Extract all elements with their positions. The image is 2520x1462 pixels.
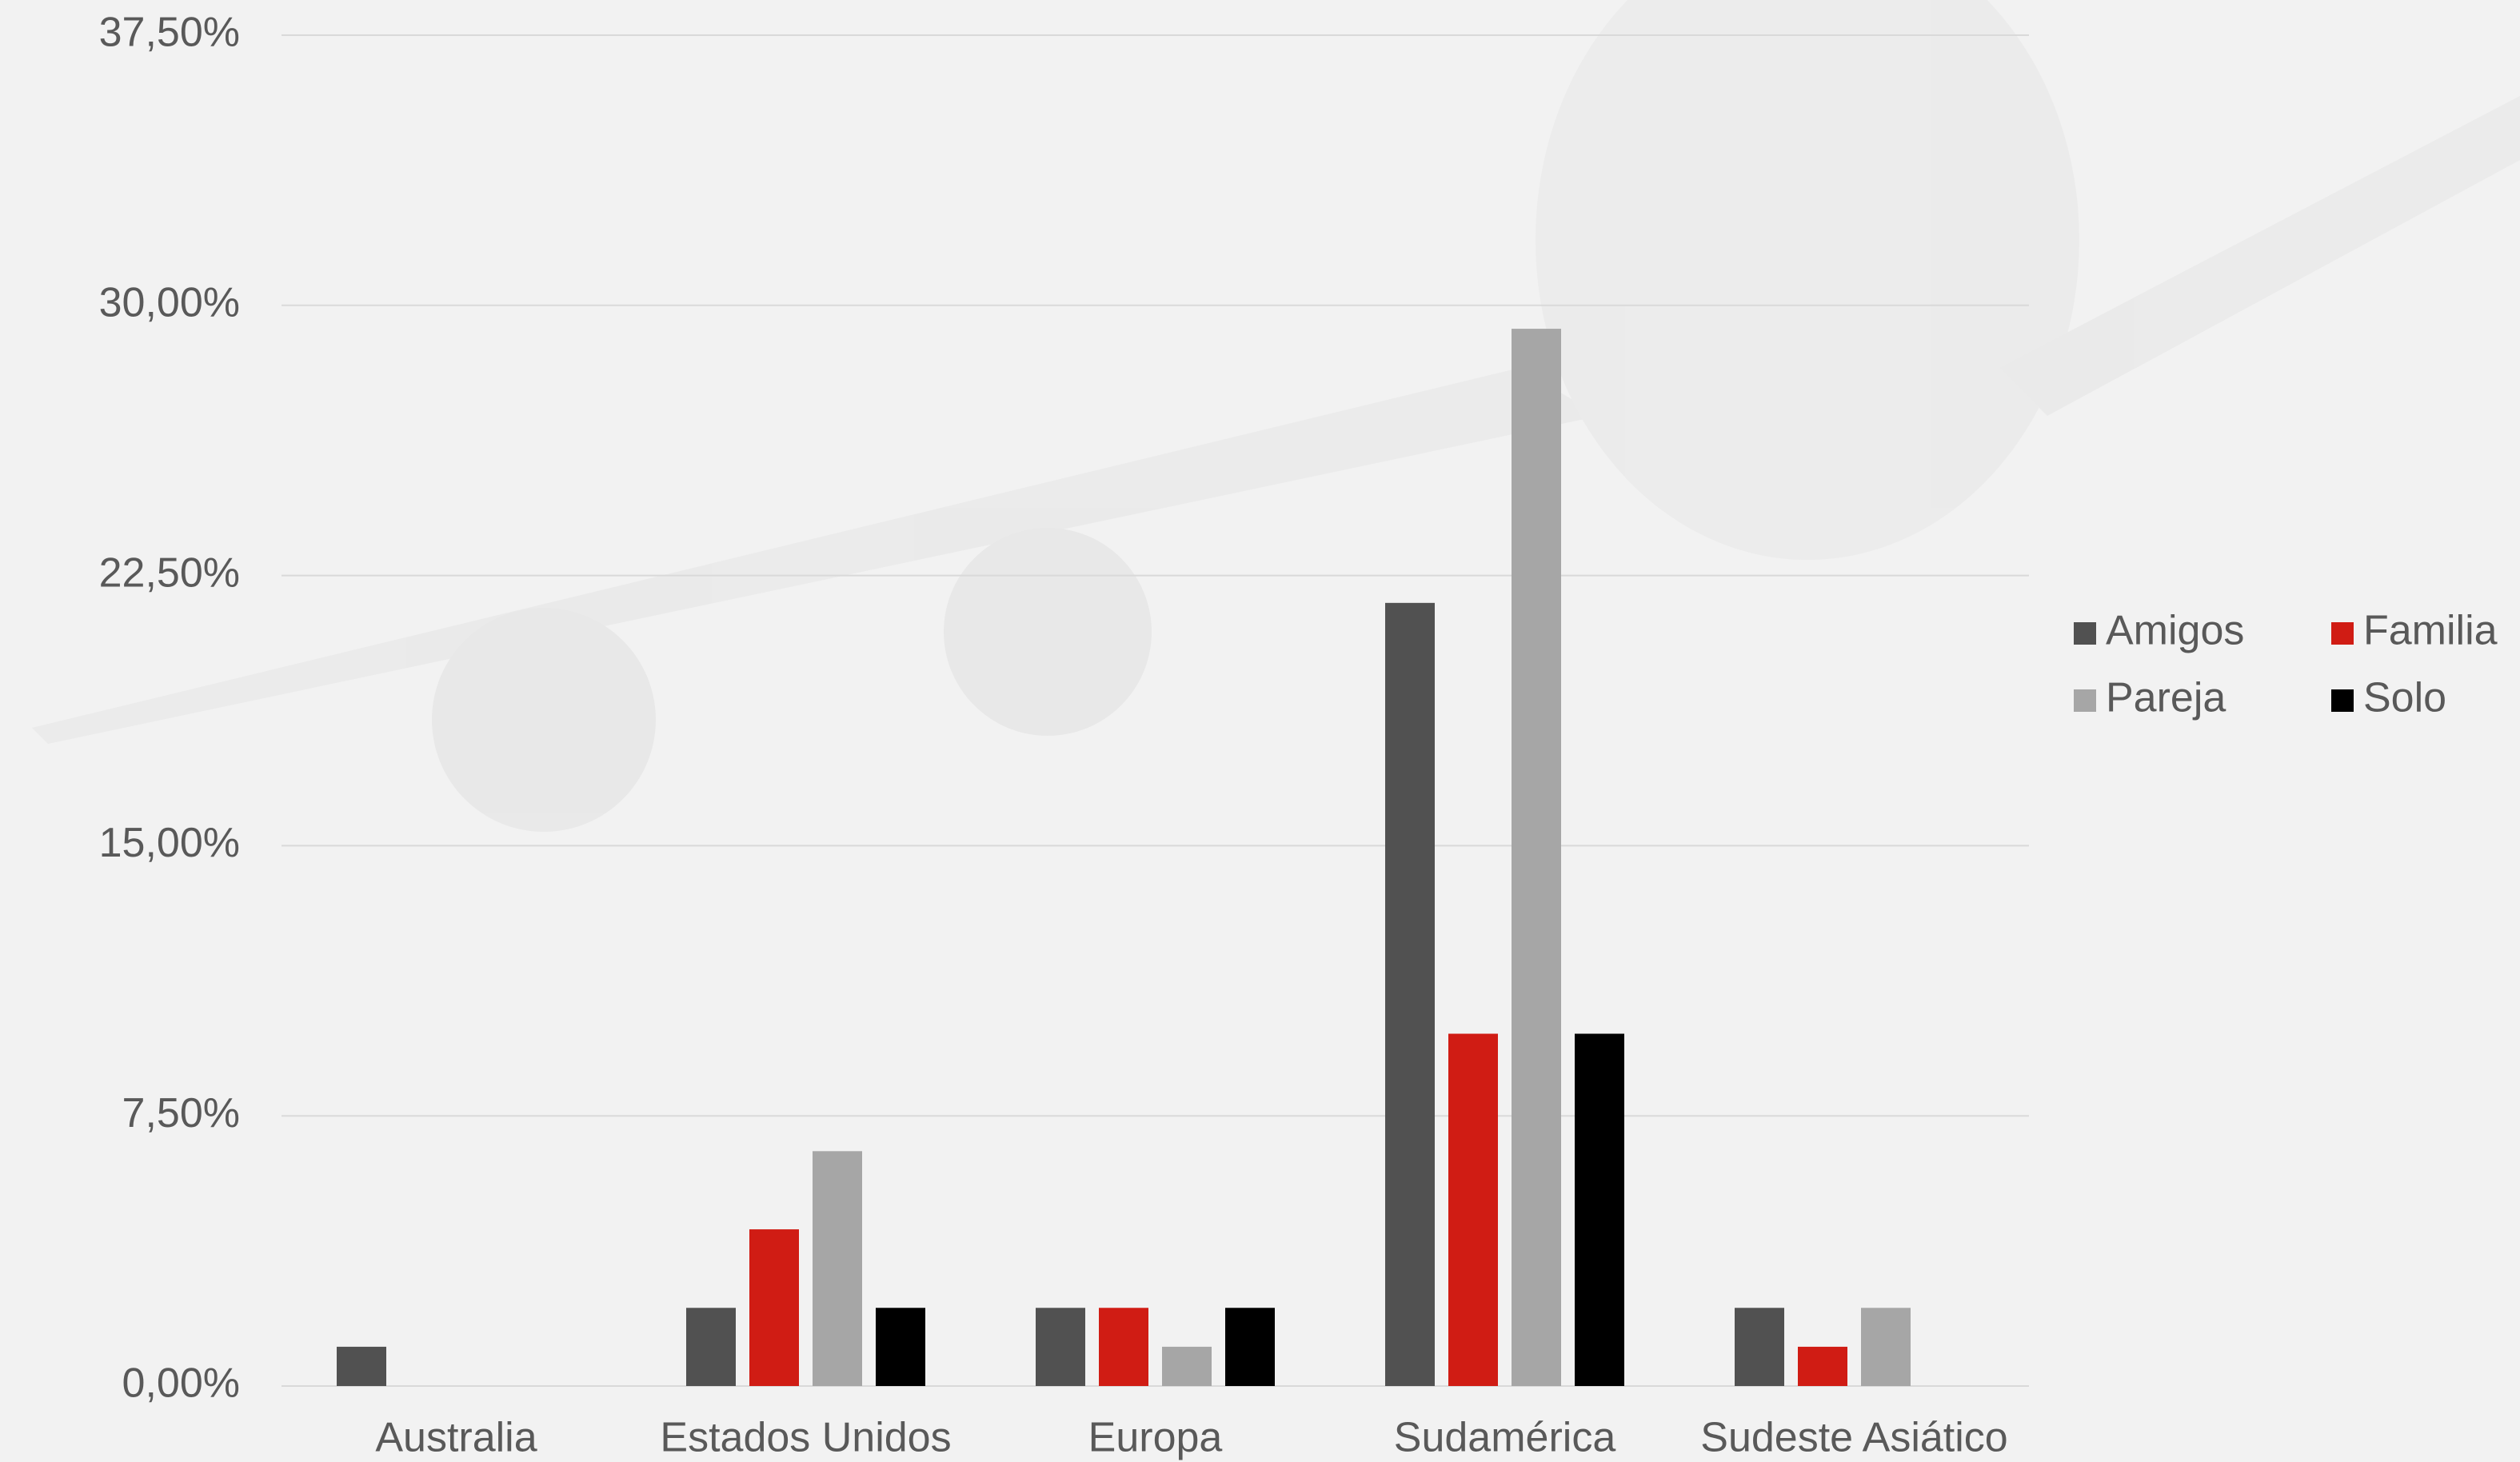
x-tick-label: Sudeste Asiático bbox=[1700, 1415, 2007, 1461]
y-tick-label: 15,00% bbox=[99, 820, 240, 866]
bar bbox=[1735, 1308, 1784, 1386]
legend-label: Amigos bbox=[2106, 608, 2244, 654]
bar bbox=[749, 1229, 799, 1386]
x-tick-label: Europa bbox=[1088, 1415, 1223, 1461]
bar bbox=[1385, 602, 1435, 1386]
x-tick-label: Australia bbox=[375, 1415, 537, 1461]
y-tick-label: 22,50% bbox=[99, 549, 240, 596]
y-tick-label: 30,00% bbox=[99, 280, 240, 326]
bar bbox=[1798, 1346, 1847, 1386]
y-tick-label: 0,00% bbox=[122, 1360, 240, 1407]
bar bbox=[1162, 1346, 1212, 1386]
bar bbox=[686, 1308, 736, 1386]
bar bbox=[1225, 1308, 1275, 1386]
bar bbox=[1448, 1033, 1498, 1386]
bar bbox=[813, 1151, 862, 1386]
bar bbox=[1099, 1308, 1148, 1386]
legend-swatch bbox=[2331, 689, 2354, 712]
bar bbox=[337, 1346, 386, 1386]
legend-label: Solo bbox=[2363, 675, 2446, 721]
bar bbox=[1036, 1308, 1085, 1386]
bar bbox=[876, 1308, 925, 1386]
x-tick-label: Estados Unidos bbox=[660, 1415, 951, 1461]
bar bbox=[1512, 329, 1561, 1387]
x-tick-label: Sudamérica bbox=[1394, 1415, 1616, 1461]
legend-swatch bbox=[2331, 622, 2354, 645]
legend-swatch bbox=[2074, 622, 2096, 645]
legend-label: Pareja bbox=[2106, 675, 2226, 721]
legend-swatch bbox=[2074, 689, 2096, 712]
y-tick-label: 7,50% bbox=[122, 1090, 240, 1136]
bar bbox=[1861, 1308, 1911, 1386]
legend-label: Familia bbox=[2363, 608, 2498, 654]
bar bbox=[1575, 1033, 1624, 1386]
airplane-backdrop bbox=[32, 0, 2520, 832]
y-tick-label: 37,50% bbox=[99, 10, 240, 56]
